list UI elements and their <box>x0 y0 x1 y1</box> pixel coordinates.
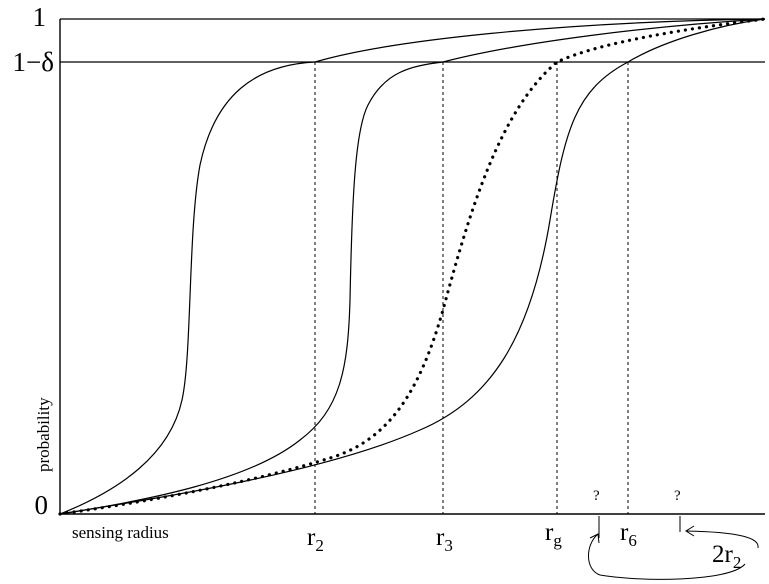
y-tick-1: 1 <box>33 2 47 32</box>
x-axis-label: sensing radius <box>72 523 169 542</box>
y-axis-label: probability <box>34 397 53 472</box>
arrow-head-2 <box>685 525 695 537</box>
y-tick-one-minus-delta: 1−δ <box>13 47 54 77</box>
x-mark-r3: r3 <box>436 524 453 555</box>
x-mark-r2: r2 <box>307 524 324 555</box>
two-r2-annotation: 2r2 <box>712 541 741 572</box>
curve-r6 <box>59 18 766 515</box>
arrow-to-second-question <box>685 530 759 549</box>
curve-r2 <box>59 18 766 515</box>
curve-rg <box>58 17 767 516</box>
x-mark-rg: rg <box>545 519 562 550</box>
arrow-head-1 <box>589 533 600 544</box>
arrow-to-first-question <box>588 533 746 580</box>
y-tick-0: 0 <box>35 490 49 520</box>
question-mark-2: ? <box>674 488 681 504</box>
curve-r3 <box>59 18 766 515</box>
question-mark-1: ? <box>593 488 600 504</box>
x-mark-r6: r6 <box>620 519 637 550</box>
